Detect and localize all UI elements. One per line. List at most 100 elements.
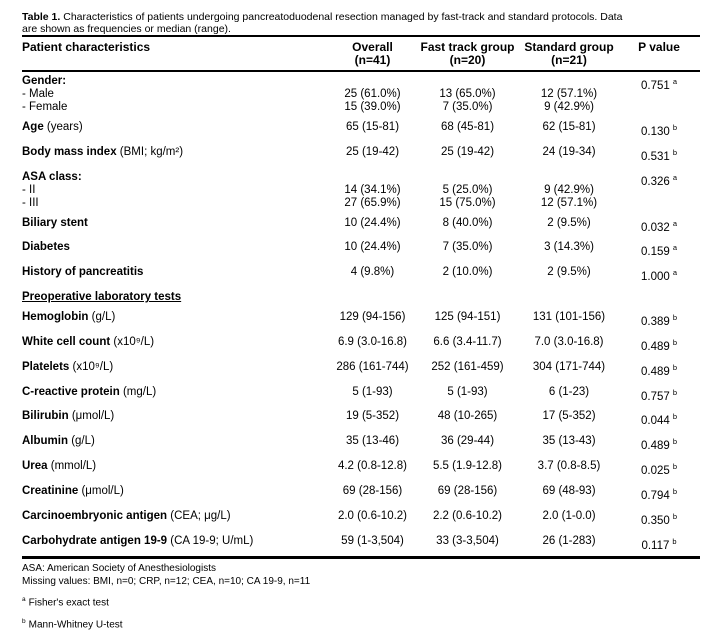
row-label: Carcinoembryonic antigen (CEA; μg/L) [22,510,330,528]
p-value-text: 0.751 [641,79,670,92]
row-label-text: Hemoglobin [22,311,89,324]
caption-line-2: are shown as frequencies or median (rang… [22,22,231,35]
row-label: Body mass index (BMI; kg/m²) [22,146,330,164]
p-value-superscript: a [672,172,677,182]
row-label-unit: (mmol/L) [47,460,97,473]
row-label: White cell count (x10⁹/L) [22,336,330,354]
cell-p-value: 0.489 b [618,435,700,453]
cell-p-value: 0.389 b [618,311,700,329]
cell-standard: 2.0 (1-0.0) [520,510,618,528]
value-line: 10 (24.4%) [344,241,401,254]
cell-p-value: 0.751 a [618,75,700,114]
value-line: 10 (24.4%) [344,216,401,229]
table-row: Carcinoembryonic antigen (CEA; μg/L) 2.0 … [22,507,700,532]
value-line: 14 (34.1%) [344,183,401,196]
p-value-superscript: b [672,511,677,521]
row-sublabel: - Male [22,88,54,100]
row-label-unit: (g/L) [88,311,116,324]
value-line: 12 (57.1%) [540,88,598,100]
value-line: 304 (171-744) [532,360,606,373]
value-line: 3.7 (0.8-8.5) [537,460,601,473]
p-value-text: 0.489 [641,440,670,453]
cell-overall: 59 (1-3,504) [330,535,415,553]
cell-standard [520,291,618,304]
value-line: 27 (65.9%) [344,196,401,209]
p-value-text: 0.489 [641,340,670,353]
cell-overall: 69 (28-156) [330,485,415,503]
p-value-superscript: b [672,462,677,472]
row-label-unit: (CA 19-9; U/mL) [167,534,254,547]
value-line: 129 (94-156) [339,311,406,324]
footnote-line: a Fisher's exact test [22,594,700,609]
p-value-text: 0.531 [641,150,670,163]
cell-overall [330,291,415,304]
cell-overall: 35 (13-46) [330,435,415,453]
row-label: C-reactive protein (mg/L) [22,386,330,404]
table-row: Age (years) 65 (15-81) 68 (45-81) 62 (15-81… [22,118,700,143]
footnote-superscript: b [22,617,26,625]
row-label-text: History of pancreatitis [22,266,144,279]
row-sublabel: - II [22,183,36,196]
value-line: 24 (19-34) [542,145,596,158]
footnote-line: ASA: American Society of Anesthesiologis… [22,563,700,575]
row-label-unit: (g/L) [68,435,95,448]
table-body: Gender: - Male - Female 25 (61.0%) 15 (39.0%… [22,72,700,556]
value-line: 7 (35.0%) [442,101,493,113]
value-line: 26 (1-283) [542,534,596,547]
p-value-text: 0.025 [641,464,670,477]
row-label-text: Diabetes [22,241,70,254]
p-value-superscript: b [672,362,677,372]
cell-overall: 129 (94-156) [330,311,415,329]
p-value-text: 0.350 [641,514,670,527]
value-line: 7.0 (3.0-16.8) [534,335,604,348]
cell-standard: 3.7 (0.8-8.5) [520,460,618,478]
cell-fast-track: 8 (40.0%) [415,217,520,235]
cell-p-value: 0.489 b [618,336,700,354]
cell-fast-track: 48 (10-265) [415,410,520,428]
value-line: 35 (13-43) [542,435,596,448]
cell-fast-track: 68 (45-81) [415,121,520,139]
p-value-text: 0.489 [641,365,670,378]
row-label: Diabetes [22,241,330,259]
row-label-text: Carbohydrate antigen 19-9 [22,534,168,547]
cell-fast-track: 2.2 (0.6-10.2) [415,510,520,528]
header-row: Patient characteristics Overall (n=41) F… [22,37,700,70]
value-line: 5 (1-93) [352,385,393,398]
row-label: Biliary stent [22,217,330,235]
value-line: 25 (19-42) [440,145,495,158]
cell-fast-track: 6.6 (3.4-11.7) [415,336,520,354]
value-line: 15 (75.0%) [439,196,496,209]
table-row: ASA class: - II - III 14 (34.1%) 27 (65.9%) 5… [22,168,700,214]
value-line: 125 (94-151) [434,311,501,324]
table-row: Platelets (x10⁹/L) 286 (161-744) 252 (161-… [22,358,700,383]
value-line: 65 (15-81) [345,121,400,133]
value-line: 69 (28-156) [437,484,498,497]
row-label: Carbohydrate antigen 19-9 (CA 19-9; U/mL… [22,535,330,553]
cell-fast-track: 13 (65.0%) 7 (35.0%) [415,75,520,114]
cell-overall: 10 (24.4%) [330,241,415,259]
row-label-text: White cell count [22,335,111,348]
row-label-text: ASA class: [22,170,82,183]
table-row: Biliary stent 10 (24.4%) 8 (40.0%) 2 (9.5%)… [22,214,700,239]
row-label-text: Bilirubin [22,410,69,423]
cell-p-value: 0.326 a [618,171,700,210]
row-label-unit: (μmol/L) [78,484,124,497]
header-fast-track-group: Fast track group (n=20) [420,40,515,67]
cell-overall: 65 (15-81) [330,121,415,139]
cell-fast-track: 5 (1-93) [415,386,520,404]
cell-standard: 9 (42.9%) 12 (57.1%) [520,171,618,210]
value-line: 4.2 (0.8-12.8) [337,460,408,473]
header-overall: Overall (n=41) [352,40,393,67]
header-rule [22,70,700,72]
value-line: 25 (19-42) [345,145,400,158]
cell-standard: 69 (48-93) [520,485,618,503]
cell-p-value: 0.350 b [618,510,700,528]
value-line: 2.2 (0.6-10.2) [432,509,503,522]
cell-overall: 14 (34.1%) 27 (65.9%) [330,171,415,210]
value-line: 19 (5-352) [345,410,400,423]
cell-p-value: 0.757 b [618,386,700,404]
row-label-text: Preoperative laboratory tests [22,291,182,304]
table-row: Urea (mmol/L) 4.2 (0.8-12.8) 5.5 (1.9-12.8… [22,457,700,482]
cell-standard: 24 (19-34) [520,146,618,164]
